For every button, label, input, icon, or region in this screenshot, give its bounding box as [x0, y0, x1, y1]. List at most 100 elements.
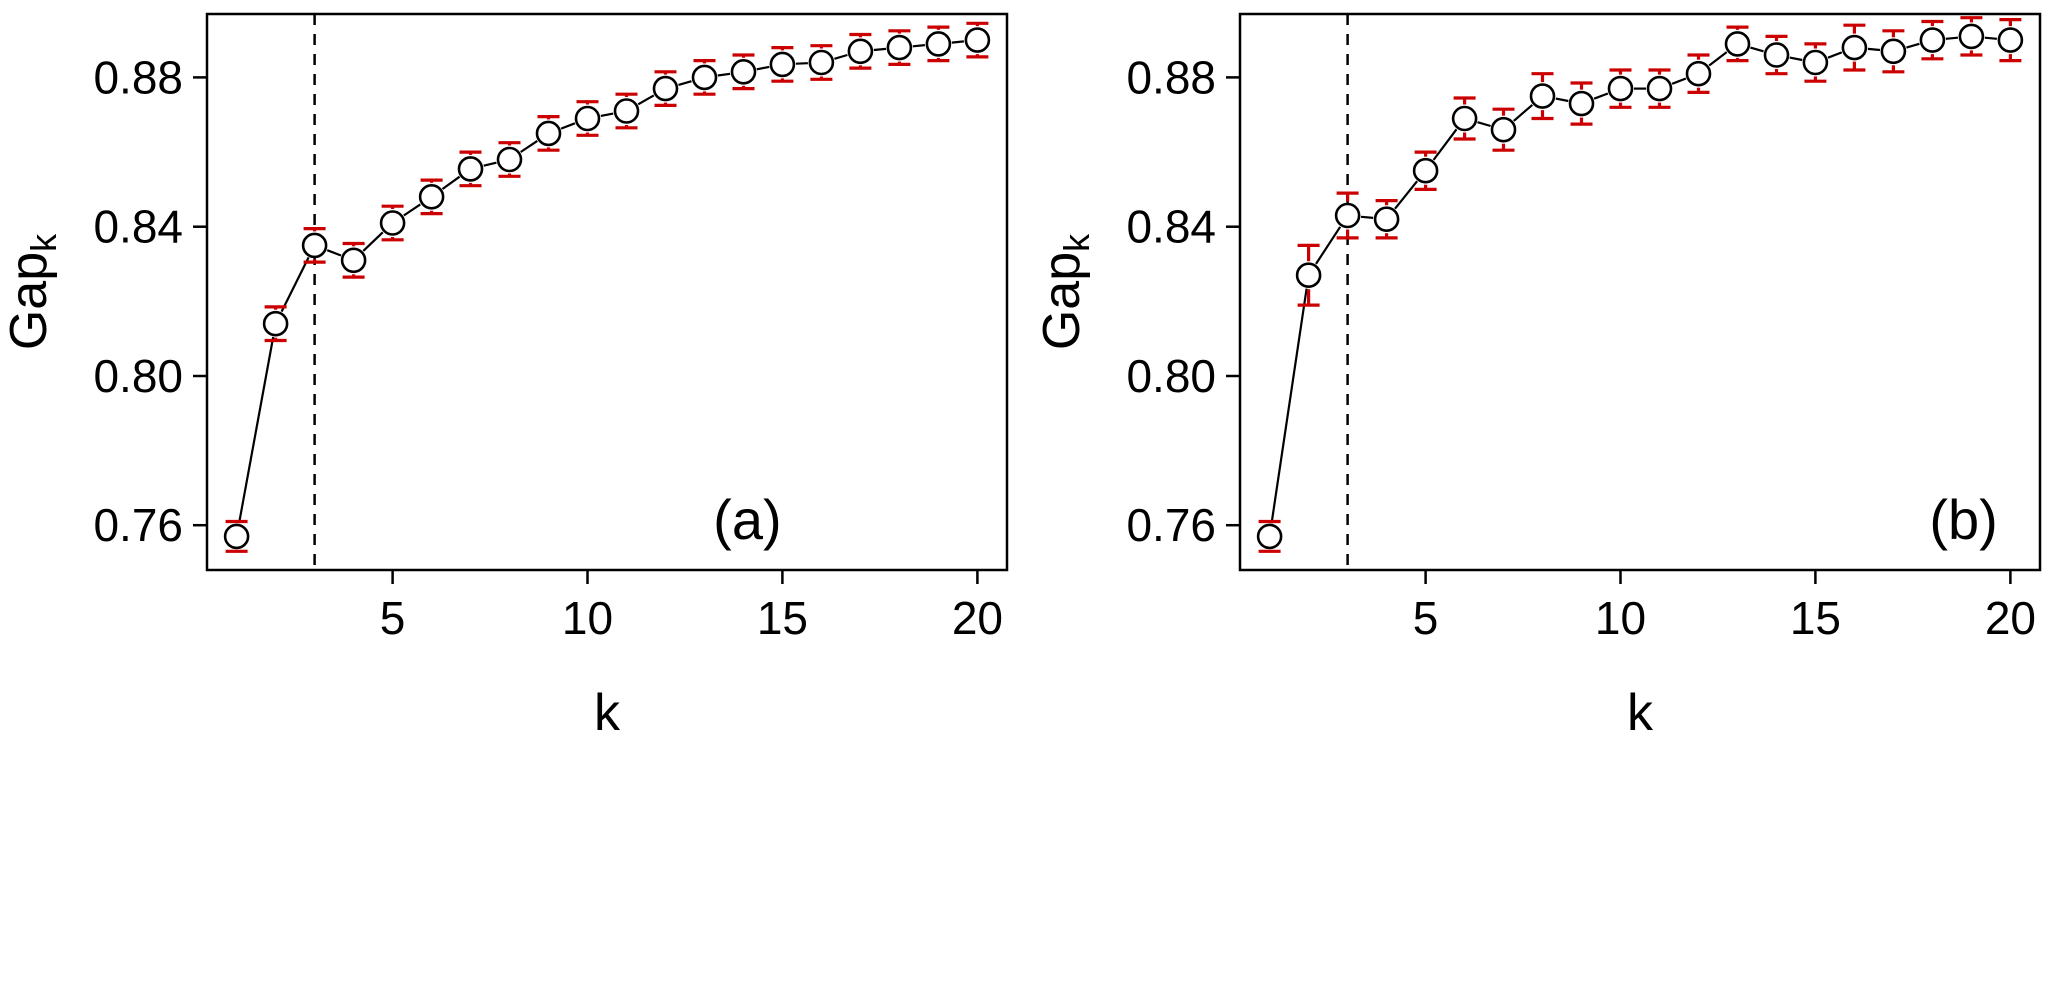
data-point — [769, 51, 796, 78]
y-axis-label: Gapk — [0, 233, 64, 350]
error-bar — [966, 21, 989, 59]
data-point — [1607, 75, 1634, 102]
data-point — [1373, 206, 1400, 232]
series-segment — [637, 94, 655, 106]
x-axis-label: k — [1627, 684, 1654, 742]
error-bar — [342, 241, 365, 279]
data-point — [1256, 523, 1283, 550]
y-axis-label: Gapk — [1033, 233, 1097, 350]
y-tick-label: 0.76 — [1126, 499, 1216, 551]
y-tick-label: 0.84 — [93, 201, 183, 253]
error-bar — [1297, 243, 1320, 307]
error-bar — [1414, 150, 1437, 191]
error-bar — [459, 150, 482, 188]
data-point — [574, 105, 601, 132]
series-segment — [1513, 104, 1534, 122]
data-point — [1529, 83, 1556, 109]
series-segment — [1867, 47, 1881, 52]
data-point — [1412, 157, 1439, 184]
y-tick-label: 0.88 — [1126, 51, 1216, 103]
data-point — [925, 31, 952, 57]
series-segment — [1750, 46, 1764, 53]
data-point — [964, 27, 991, 53]
series-segment — [326, 249, 342, 257]
x-tick-label: 5 — [380, 592, 406, 644]
data-point — [1334, 202, 1361, 229]
error-bar — [693, 58, 716, 96]
error-bar — [1258, 519, 1281, 553]
data-point — [301, 232, 328, 259]
panel-b-plot: 5 10 15 20 0.76 0.80 0.84 0.88 k Gapk (b) — [1033, 12, 2042, 742]
error-bar — [1882, 29, 1905, 74]
data-point — [1568, 90, 1595, 117]
y-tick-label: 0.76 — [93, 499, 183, 551]
data-point — [1490, 116, 1517, 143]
series-segment — [1432, 128, 1458, 161]
plot-box — [205, 12, 1009, 572]
series-segment — [600, 112, 614, 117]
x-axis-label: k — [594, 684, 621, 742]
y-tick-label: 0.84 — [1126, 201, 1216, 253]
error-bar — [849, 32, 872, 70]
error-bar — [1453, 96, 1476, 141]
data-point — [1880, 38, 1907, 65]
series-segment — [1906, 42, 1920, 49]
series-segment — [717, 72, 731, 77]
panel-label: (a) — [713, 488, 781, 551]
series-segment — [1789, 56, 1803, 62]
data-point — [496, 146, 523, 173]
error-bar — [615, 92, 638, 130]
series-segment — [795, 62, 808, 65]
series-segment — [1315, 226, 1342, 265]
series-segment — [912, 44, 926, 48]
data-point — [1724, 31, 1751, 57]
error-bar — [537, 114, 560, 152]
data-point — [652, 75, 679, 102]
data-point — [613, 98, 640, 124]
x-tick-label: 20 — [1985, 592, 2036, 644]
error-bar — [1960, 16, 1983, 57]
panel-b: 5 10 15 20 0.76 0.80 0.84 0.88 k Gapk (b) — [1033, 0, 2066, 987]
data-point — [808, 49, 835, 76]
series-segment — [834, 53, 848, 60]
error-bar — [1804, 42, 1827, 83]
series-segment — [362, 231, 384, 252]
data-point — [1451, 105, 1478, 132]
data-point — [1958, 23, 1985, 50]
data-point — [340, 247, 367, 274]
series-segment — [873, 47, 887, 52]
series-segment — [1945, 36, 1958, 40]
x-tick-label: 15 — [757, 592, 808, 644]
x-tick-label: 10 — [562, 592, 613, 644]
series-segment — [678, 80, 692, 86]
series-segment — [441, 175, 461, 190]
data-point — [1997, 27, 2024, 53]
data-point — [535, 120, 562, 147]
data-point — [262, 310, 289, 337]
error-bar — [498, 141, 521, 178]
error-bar — [810, 44, 833, 81]
y-tick-label: 0.80 — [1126, 350, 1216, 402]
x-tick-label: 15 — [1790, 592, 1841, 644]
error-bar — [1570, 81, 1593, 126]
y-tick-label: 0.80 — [93, 350, 183, 402]
error-bar — [732, 53, 755, 91]
data-point — [886, 34, 913, 61]
error-bar — [927, 25, 950, 63]
error-bar — [420, 178, 443, 216]
data-point — [457, 156, 484, 182]
data-point — [1763, 42, 1790, 68]
error-bar — [888, 29, 911, 67]
series-segment — [1671, 77, 1687, 85]
error-bar — [1765, 34, 1788, 76]
error-bar — [1726, 25, 1749, 63]
error-bar — [1531, 72, 1554, 121]
error-bar — [225, 519, 248, 553]
error-bar — [1843, 23, 1866, 72]
panel-a: 5 10 15 20 0.76 0.80 0.84 0.88 k Gapk (a) — [0, 0, 1033, 987]
series-segment — [1593, 92, 1609, 100]
series-segment — [560, 122, 576, 130]
data-point — [1919, 27, 1946, 53]
data-point — [1841, 34, 1868, 61]
